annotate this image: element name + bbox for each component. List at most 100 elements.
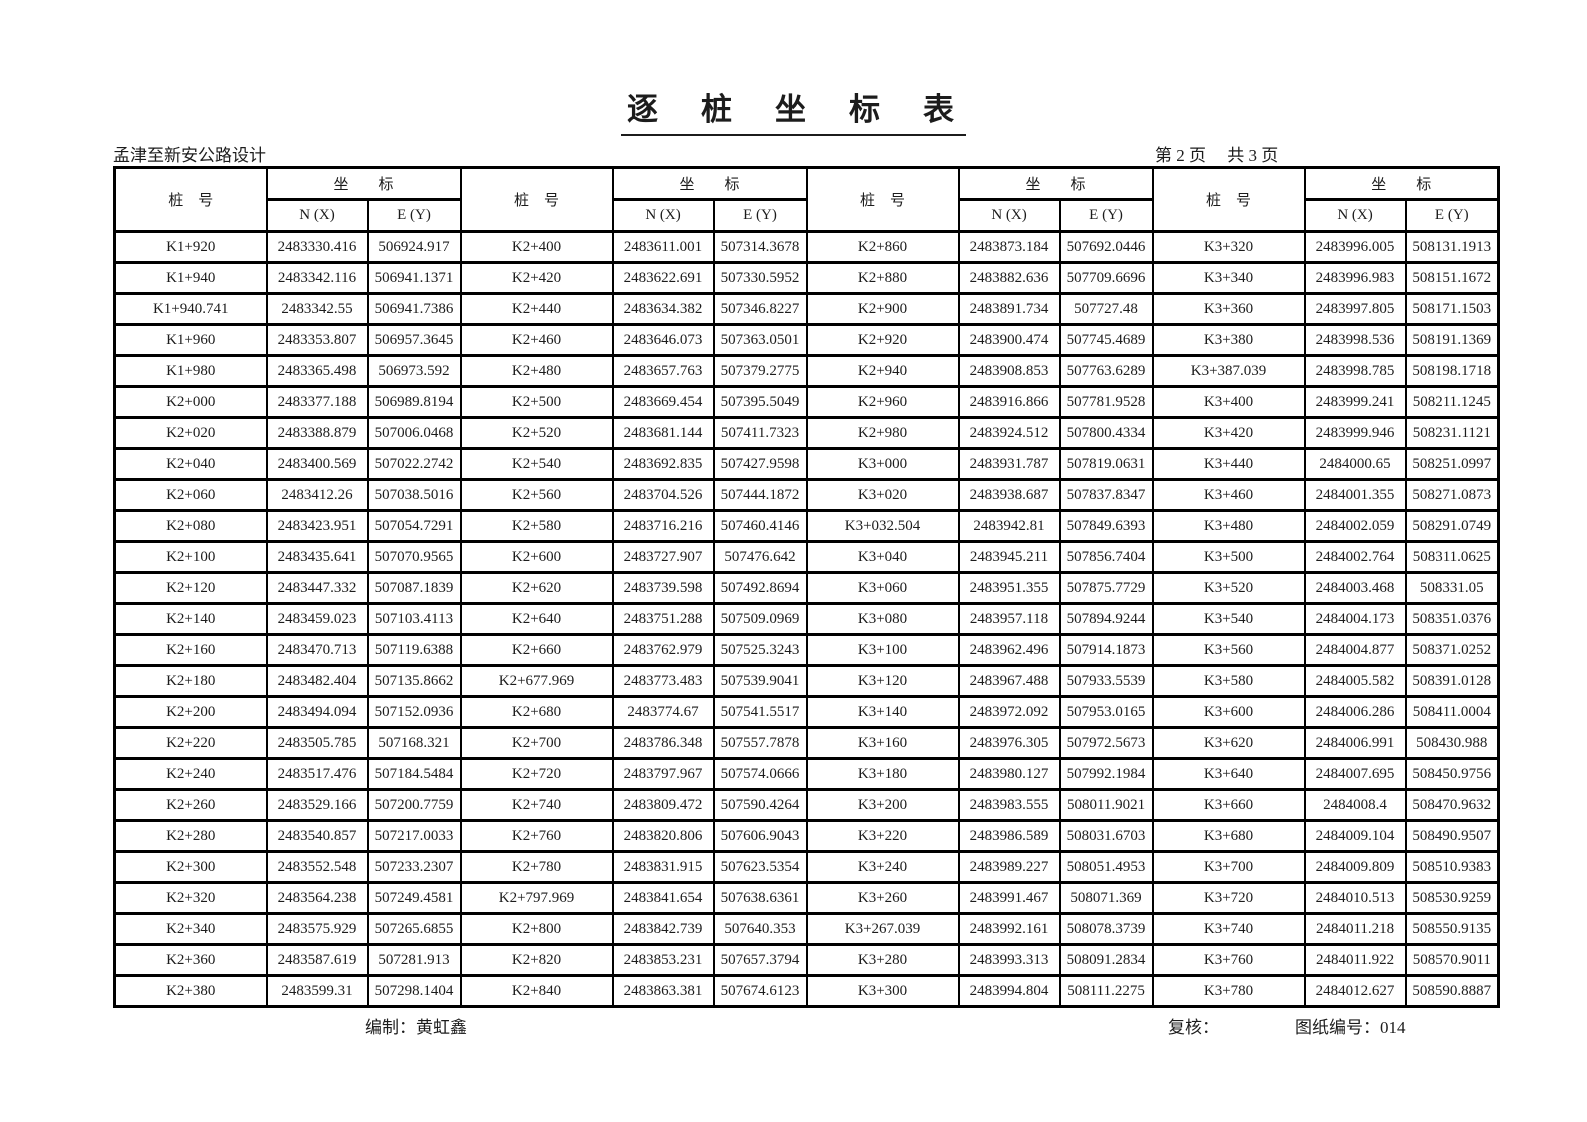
stake-cell: K2+260 (113, 788, 268, 822)
e-coordinate-cell: 507103.4113 (366, 602, 462, 636)
n-coordinate-cell: 2483575.929 (265, 912, 369, 946)
e-coordinate-cell: 508251.0997 (1404, 447, 1500, 481)
n-coordinate-cell: 2483998.536 (1303, 323, 1407, 357)
n-coordinate-cell: 2483980.127 (957, 757, 1061, 791)
stake-cell: K2+040 (113, 447, 268, 481)
e-coordinate-cell: 508171.1503 (1404, 292, 1500, 326)
n-coordinate-cell: 2483564.238 (265, 881, 369, 915)
stake-cell: K2+400 (459, 230, 614, 264)
stake-cell: K3+260 (805, 881, 960, 915)
stake-cell: K2+520 (459, 416, 614, 450)
e-coordinate-cell: 508231.1121 (1404, 416, 1500, 450)
n-coordinate-cell: 2484011.922 (1303, 943, 1407, 977)
n-coordinate-cell: 2483423.951 (265, 509, 369, 543)
stake-cell: K2+600 (459, 540, 614, 574)
table-row: K2+180 2483482.404 507135.8662 K2+677.969 24… (113, 664, 1500, 698)
n-coordinate-cell: 2483657.763 (611, 354, 715, 388)
e-coordinate-cell: 507119.6388 (366, 633, 462, 667)
stake-cell: K2+000 (113, 385, 268, 419)
table-row: K2+220 2483505.785 507168.321 K2+700 2483786… (113, 726, 1500, 760)
table-row: K1+980 2483365.498 506973.592 K2+480 2483657… (113, 354, 1500, 388)
stake-cell: K3+760 (1151, 943, 1306, 977)
stake-cell: K3+240 (805, 850, 960, 884)
n-coordinate-cell: 2483853.231 (611, 943, 715, 977)
project-name: 孟津至新安公路设计 (113, 146, 266, 165)
table-row: K1+960 2483353.807 506957.3645 K2+460 248364… (113, 323, 1500, 357)
e-coordinate-cell: 508331.05 (1404, 571, 1500, 605)
stake-cell: K3+180 (805, 757, 960, 791)
n-coordinate-cell: 2483739.598 (611, 571, 715, 605)
n-coordinate-cell: 2483882.636 (957, 261, 1061, 295)
e-coordinate-cell: 508371.0252 (1404, 633, 1500, 667)
e-coordinate-cell: 507837.8347 (1058, 478, 1154, 512)
table-row: K2+320 2483564.238 507249.4581 K2+797.969 24… (113, 881, 1500, 915)
e-coordinate-cell: 508550.9135 (1404, 912, 1500, 946)
n-coordinate-cell: 2483377.188 (265, 385, 369, 419)
n-coordinate-cell: 2483599.31 (265, 974, 369, 1008)
e-y-header: E (Y) (712, 198, 808, 233)
table-row: K2+360 2483587.619 507281.913 K2+820 2483853… (113, 943, 1500, 977)
table-row: K2+020 2483388.879 507006.0468 K2+520 248368… (113, 416, 1500, 450)
n-coordinate-cell: 2483994.804 (957, 974, 1061, 1008)
stake-cell: K2+797.969 (459, 881, 614, 915)
e-coordinate-cell: 507933.5539 (1058, 664, 1154, 698)
n-coordinate-cell: 2484005.582 (1303, 664, 1407, 698)
n-coordinate-cell: 2483634.382 (611, 292, 715, 326)
stake-cell: K3+380 (1151, 323, 1306, 357)
e-coordinate-cell: 508490.9507 (1404, 819, 1500, 853)
n-coordinate-cell: 2484012.627 (1303, 974, 1407, 1008)
e-coordinate-cell: 507233.2307 (366, 850, 462, 884)
table-row: K2+120 2483447.332 507087.1839 K2+620 248373… (113, 571, 1500, 605)
e-coordinate-cell: 508071.369 (1058, 881, 1154, 915)
n-coordinate-cell: 2483435.641 (265, 540, 369, 574)
stake-cell: K3+620 (1151, 726, 1306, 760)
n-coordinate-cell: 2484001.355 (1303, 478, 1407, 512)
e-coordinate-cell: 507972.5673 (1058, 726, 1154, 760)
stake-cell: K2+840 (459, 974, 614, 1008)
table-row: K2+340 2483575.929 507265.6855 K2+800 248384… (113, 912, 1500, 946)
stake-cell: K3+480 (1151, 509, 1306, 543)
n-coordinate-cell: 2483646.073 (611, 323, 715, 357)
n-coordinate-cell: 2483945.211 (957, 540, 1061, 574)
stake-cell: K1+940 (113, 261, 268, 295)
n-coordinate-cell: 2484004.877 (1303, 633, 1407, 667)
stake-cell: K2+380 (113, 974, 268, 1008)
stake-cell: K2+240 (113, 757, 268, 791)
e-coordinate-cell: 506941.1371 (366, 261, 462, 295)
e-coordinate-cell: 507070.9565 (366, 540, 462, 574)
e-coordinate-cell: 507574.0666 (712, 757, 808, 791)
e-coordinate-cell: 507395.5049 (712, 385, 808, 419)
n-coordinate-cell: 2483998.785 (1303, 354, 1407, 388)
n-coordinate-cell: 2483797.967 (611, 757, 715, 791)
n-coordinate-cell: 2483505.785 (265, 726, 369, 760)
n-coordinate-cell: 2483459.023 (265, 602, 369, 636)
e-coordinate-cell: 508091.2834 (1058, 943, 1154, 977)
e-coordinate-cell: 507763.6289 (1058, 354, 1154, 388)
stake-cell: K2+020 (113, 416, 268, 450)
n-coordinate-cell: 2483967.488 (957, 664, 1061, 698)
n-coordinate-cell: 2483992.161 (957, 912, 1061, 946)
stake-cell: K3+080 (805, 602, 960, 636)
e-coordinate-cell: 506957.3645 (366, 323, 462, 357)
stake-cell: K2+160 (113, 633, 268, 667)
stake-header: 桩 号 (113, 166, 268, 233)
e-coordinate-cell: 507411.7323 (712, 416, 808, 450)
e-coordinate-cell: 507492.8694 (712, 571, 808, 605)
stake-header: 桩 号 (1151, 166, 1306, 233)
stake-cell: K3+700 (1151, 850, 1306, 884)
n-coordinate-cell: 2483470.713 (265, 633, 369, 667)
n-coordinate-cell: 2483517.476 (265, 757, 369, 791)
e-coordinate-cell: 507819.0631 (1058, 447, 1154, 481)
table-row: K2+040 2483400.569 507022.2742 K2+540 248369… (113, 447, 1500, 481)
table-row: K2+300 2483552.548 507233.2307 K2+780 248383… (113, 850, 1500, 884)
e-coordinate-cell: 507674.6123 (712, 974, 808, 1008)
e-coordinate-cell: 506924.917 (366, 230, 462, 264)
n-coordinate-cell: 2483986.589 (957, 819, 1061, 853)
stake-cell: K3+300 (805, 974, 960, 1008)
stake-cell: K2+800 (459, 912, 614, 946)
n-coordinate-cell: 2483400.569 (265, 447, 369, 481)
n-coordinate-cell: 2483996.005 (1303, 230, 1407, 264)
e-coordinate-cell: 507606.9043 (712, 819, 808, 853)
e-coordinate-cell: 508011.9021 (1058, 788, 1154, 822)
e-coordinate-cell: 508078.3739 (1058, 912, 1154, 946)
